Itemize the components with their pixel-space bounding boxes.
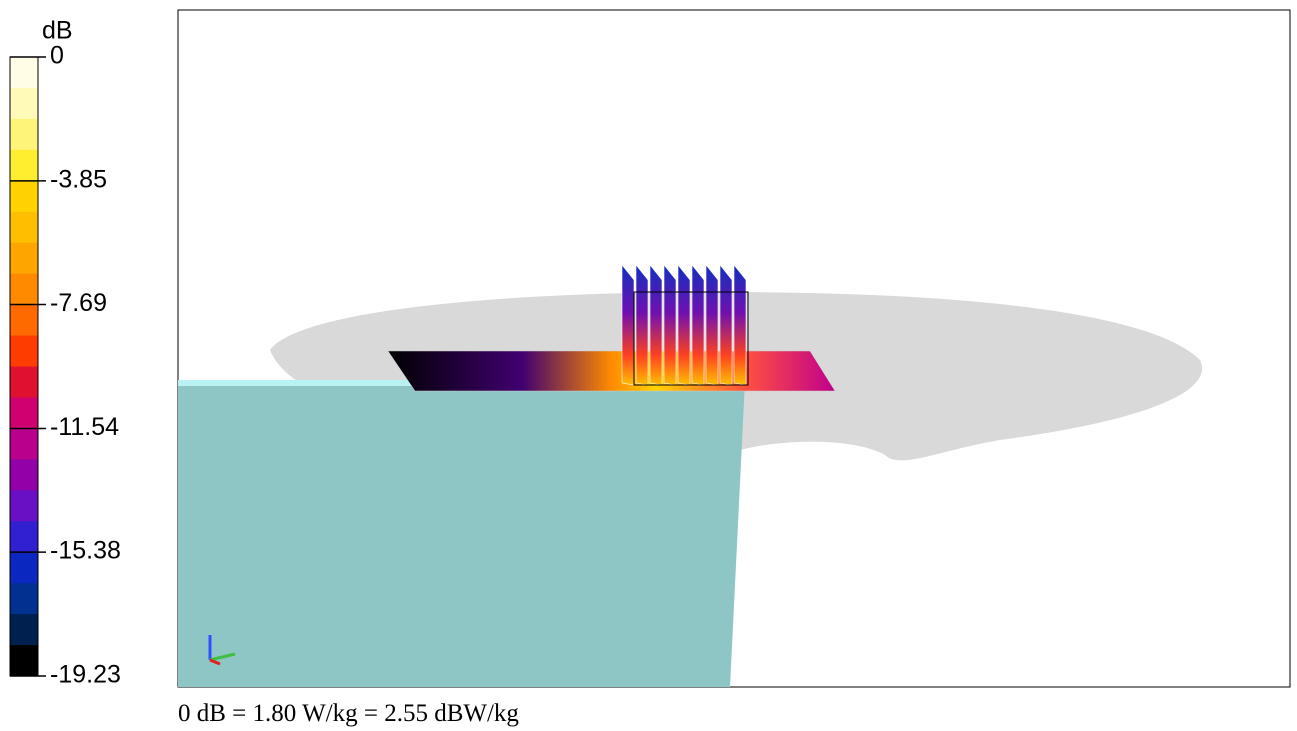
tick-label: 0 <box>50 42 64 70</box>
fin <box>733 264 747 386</box>
color-band <box>10 583 38 615</box>
color-band <box>10 552 38 584</box>
color-band <box>10 335 38 367</box>
color-band <box>10 459 38 491</box>
colorbar: 0 -3.85 -7.69 -11.54 -15.38 -19.23 <box>9 42 121 689</box>
tick-label: -15.38 <box>50 537 121 565</box>
fin <box>691 264 705 386</box>
color-band <box>10 366 38 398</box>
phantom-body <box>178 381 745 687</box>
fin <box>621 264 635 386</box>
zoom-scan <box>621 264 749 386</box>
fin <box>663 264 677 386</box>
tick-label: -11.54 <box>50 413 119 441</box>
fin <box>649 264 663 386</box>
color-band <box>10 521 38 553</box>
tick-label: -7.69 <box>50 289 107 317</box>
axis-triad <box>208 635 236 666</box>
color-band <box>10 304 38 337</box>
fin <box>705 264 719 386</box>
tick-label: -3.85 <box>50 166 107 194</box>
color-band <box>10 645 38 677</box>
color-band <box>10 490 38 522</box>
color-band <box>10 87 38 120</box>
tick-label: -19.23 <box>50 661 121 689</box>
color-band <box>10 273 38 306</box>
color-band <box>10 180 38 213</box>
color-band <box>10 428 38 460</box>
fin <box>635 264 649 386</box>
fin <box>677 264 691 386</box>
color-band <box>10 397 38 429</box>
fin-frame <box>633 291 749 386</box>
colorbar-unit: dB <box>42 17 73 45</box>
area-scan <box>387 350 836 392</box>
color-band <box>10 118 38 151</box>
color-band <box>10 242 38 275</box>
color-band <box>10 211 38 244</box>
color-band <box>10 149 38 182</box>
color-band <box>10 614 38 646</box>
color-band <box>10 57 38 89</box>
footer-note: 0 dB = 1.80 W/kg = 2.55 dBW/kg <box>178 700 519 727</box>
fin <box>719 264 733 386</box>
